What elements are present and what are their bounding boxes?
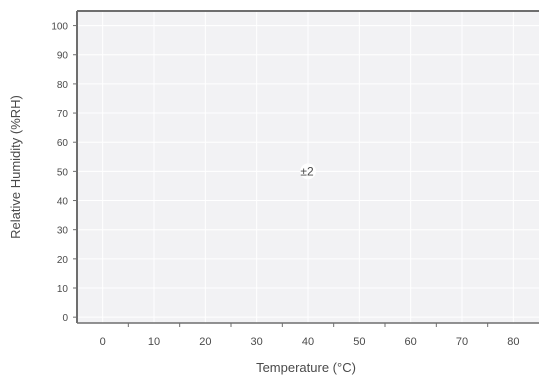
data-point-label: ±2 [300, 164, 314, 178]
x-tick-label: 60 [405, 336, 417, 348]
y-axis-label: Relative Humidity (%RH) [8, 95, 23, 239]
y-tick-label: 40 [57, 197, 69, 208]
y-tick-label: 70 [57, 109, 69, 120]
data-point-marker [300, 163, 316, 180]
y-tick-label: 50 [57, 167, 69, 178]
x-tick-label: 20 [199, 336, 211, 348]
x-tick-label: 30 [251, 336, 263, 348]
y-tick-label: 90 [57, 51, 69, 62]
x-tick-label: 80 [507, 336, 519, 348]
y-tick-label: 20 [57, 255, 69, 266]
data-points: ±2 [300, 163, 316, 180]
x-tick-label: 70 [456, 336, 468, 348]
y-tick-label: 0 [62, 313, 68, 324]
x-tick-label: 0 [100, 336, 106, 348]
y-tick-label: 60 [57, 138, 69, 149]
x-tick-label: 40 [302, 336, 314, 348]
y-tick-label: 10 [57, 284, 69, 295]
axes [73, 10, 539, 327]
y-tick-label: 80 [57, 80, 69, 91]
data-point: ±2 [300, 163, 316, 180]
x-tick-label: 10 [148, 336, 160, 348]
y-tick-label: 30 [57, 226, 69, 237]
x-axis-label: Temperature (°C) [256, 360, 356, 375]
y-tick-label: 100 [51, 22, 68, 33]
tick-labels: 0 10 20 30 40 50 60 70 80 0 10 20 30 40 50 60 70 80 90 100 [51, 22, 519, 348]
x-tick-label: 50 [353, 336, 365, 348]
